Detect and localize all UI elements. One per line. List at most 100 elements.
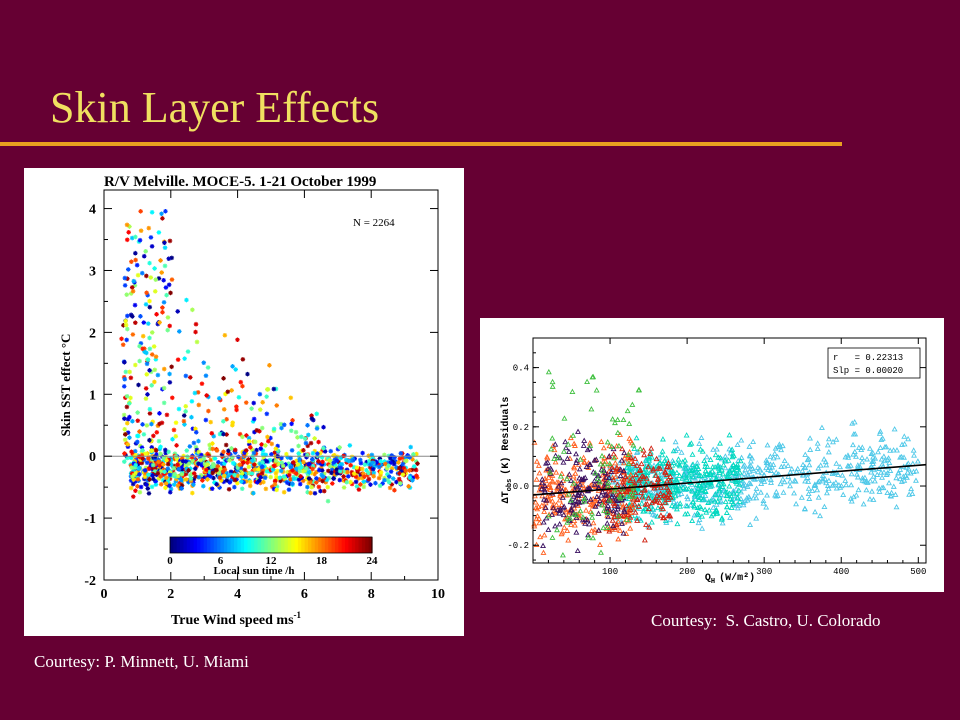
chart2-ytick-label: 0.2 <box>513 423 529 433</box>
chart1-point <box>140 450 145 456</box>
chart1-colorbar-segment <box>217 537 222 553</box>
chart2-point <box>591 457 598 463</box>
chart1-point <box>131 278 137 284</box>
chart1-point <box>274 468 280 474</box>
chart2-point <box>880 469 887 475</box>
chart1-point <box>223 391 228 397</box>
chart2-point <box>586 461 593 467</box>
chart2-point <box>591 481 598 487</box>
chart2-point <box>746 463 753 469</box>
chart2-point <box>729 446 736 452</box>
chart2-point <box>623 502 630 509</box>
chart1-point <box>323 479 329 485</box>
chart2-point <box>866 496 873 502</box>
chart1-point <box>233 367 238 372</box>
chart2-point <box>587 442 594 448</box>
chart2-point <box>563 515 570 521</box>
chart1-point <box>174 443 179 448</box>
chart2-point <box>891 426 898 432</box>
chart1-point <box>164 458 169 463</box>
chart1-point <box>341 474 346 479</box>
chart1-point <box>243 474 249 480</box>
chart2-point <box>682 502 689 508</box>
chart1-point <box>181 413 187 418</box>
chart1-point <box>411 464 417 469</box>
chart2-point <box>599 452 605 459</box>
chart2-point <box>753 515 760 521</box>
chart2-point <box>912 477 919 483</box>
chart1-point <box>319 468 325 473</box>
chart1-colorbar-segment <box>267 537 272 553</box>
chart2-point <box>703 509 710 515</box>
chart1-point <box>309 484 315 490</box>
chart2-point <box>870 496 877 502</box>
chart1-point <box>403 458 408 464</box>
chart1-colorbar-segment <box>264 537 269 553</box>
chart2-point <box>712 451 719 458</box>
chart2-point <box>621 508 628 515</box>
chart1-point <box>294 476 299 481</box>
chart2-point <box>574 484 581 490</box>
chart1-point <box>205 477 210 482</box>
chart2-point <box>557 473 564 479</box>
chart2-point <box>878 436 885 442</box>
chart1-point <box>406 484 411 489</box>
chart1-point <box>141 253 147 259</box>
chart2-xtick-label: 200 <box>679 567 695 577</box>
chart1-point <box>301 447 306 453</box>
chart1-point <box>318 488 323 494</box>
chart2-point <box>695 465 702 472</box>
chart1-point <box>232 470 237 475</box>
chart1-point <box>232 484 237 490</box>
chart2-point <box>590 373 597 380</box>
chart1-point <box>122 376 128 382</box>
chart1-point <box>125 430 131 435</box>
chart1-point <box>122 283 128 288</box>
chart1-point <box>336 465 341 470</box>
chart1-point <box>227 480 233 485</box>
chart1-point <box>278 468 284 474</box>
chart1-point <box>214 481 219 487</box>
chart2-point <box>698 434 705 440</box>
chart2-point <box>861 478 868 484</box>
chart2-point <box>705 475 712 481</box>
chart1-point <box>383 461 388 467</box>
chart2-point <box>683 432 690 438</box>
chart2-point <box>612 460 619 466</box>
chart2-point <box>576 465 583 472</box>
chart1-point <box>145 478 151 483</box>
chart2-point <box>577 456 584 462</box>
chart1-point <box>251 450 257 456</box>
chart2-point <box>642 501 649 507</box>
chart2-point <box>610 450 617 457</box>
chart1-point <box>366 470 371 476</box>
chart1-point <box>169 255 175 261</box>
chart1-point <box>121 374 127 380</box>
chart1-point <box>280 463 286 469</box>
chart2-point <box>553 501 560 508</box>
chart1-point <box>397 456 403 461</box>
chart2-point <box>802 451 809 457</box>
chart1-point <box>163 479 168 484</box>
chart2-point <box>545 368 552 375</box>
chart1-point <box>248 445 253 450</box>
chart1-point <box>163 475 169 481</box>
chart2-point <box>707 483 714 489</box>
chart1-point <box>133 234 138 240</box>
chart2-point <box>876 485 882 491</box>
chart2-point <box>707 479 714 485</box>
chart2-point <box>586 445 593 451</box>
chart2-point <box>542 504 549 510</box>
chart2-point <box>677 500 684 506</box>
chart2-point <box>654 504 661 511</box>
chart1-point <box>191 482 196 487</box>
chart2-point <box>713 507 720 514</box>
chart2-point <box>701 496 708 502</box>
chart1-point <box>162 447 168 453</box>
chart2-point <box>853 492 860 498</box>
chart1-point <box>305 465 311 470</box>
chart2-point <box>696 516 703 522</box>
chart2-point <box>720 461 727 468</box>
chart1-point <box>167 489 173 495</box>
chart2-point <box>598 492 605 498</box>
